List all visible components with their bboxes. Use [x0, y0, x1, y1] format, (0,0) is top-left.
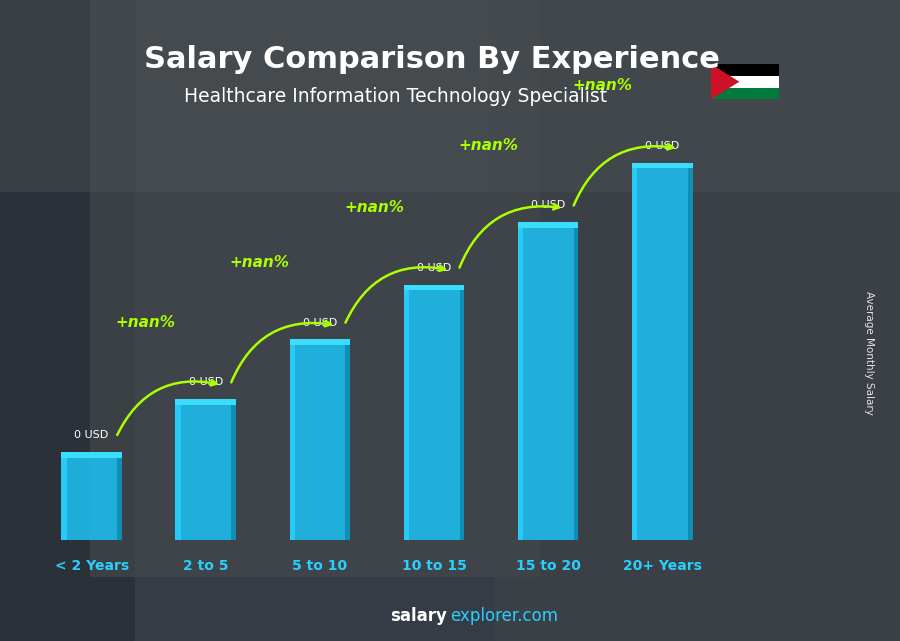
- Text: Average Monthly Salary: Average Monthly Salary: [863, 290, 874, 415]
- Text: Healthcare Information Technology Specialist: Healthcare Information Technology Specia…: [184, 87, 608, 106]
- Bar: [404, 285, 464, 290]
- Text: 0 USD: 0 USD: [189, 378, 223, 387]
- Bar: [290, 340, 350, 345]
- Bar: [404, 285, 409, 540]
- Text: < 2 Years: < 2 Years: [55, 560, 129, 573]
- Bar: [231, 399, 236, 540]
- Text: +nan%: +nan%: [230, 255, 290, 271]
- Bar: [90, 0, 540, 577]
- Text: explorer.com: explorer.com: [450, 607, 558, 625]
- Bar: [632, 163, 693, 169]
- Text: Salary Comparison By Experience: Salary Comparison By Experience: [144, 45, 720, 74]
- Bar: [0, 0, 135, 641]
- Text: 10 to 15: 10 to 15: [401, 560, 466, 573]
- Text: +nan%: +nan%: [458, 138, 518, 153]
- Bar: [711, 76, 778, 88]
- Bar: [176, 399, 181, 540]
- Text: +nan%: +nan%: [116, 315, 176, 330]
- Bar: [117, 452, 122, 540]
- Text: +nan%: +nan%: [572, 78, 633, 94]
- Bar: [0, 0, 900, 192]
- Bar: [61, 452, 122, 458]
- Bar: [688, 163, 693, 540]
- Text: 5 to 10: 5 to 10: [292, 560, 347, 573]
- Bar: [290, 340, 350, 540]
- Polygon shape: [711, 64, 740, 99]
- Bar: [632, 163, 637, 540]
- Bar: [518, 222, 579, 228]
- Text: 0 USD: 0 USD: [75, 430, 109, 440]
- Bar: [176, 399, 236, 540]
- Text: salary: salary: [391, 607, 447, 625]
- Bar: [711, 64, 778, 76]
- Text: 0 USD: 0 USD: [302, 317, 337, 328]
- Bar: [290, 340, 295, 540]
- Bar: [176, 399, 236, 405]
- Text: 0 USD: 0 USD: [417, 263, 451, 272]
- Bar: [61, 452, 67, 540]
- Bar: [574, 222, 579, 540]
- Text: +nan%: +nan%: [344, 200, 404, 215]
- Bar: [460, 285, 464, 540]
- Bar: [711, 88, 778, 99]
- Bar: [346, 340, 350, 540]
- Text: 0 USD: 0 USD: [645, 141, 680, 151]
- Text: 0 USD: 0 USD: [531, 201, 565, 210]
- Bar: [404, 285, 464, 540]
- Bar: [61, 452, 122, 540]
- Text: 20+ Years: 20+ Years: [623, 560, 702, 573]
- Bar: [518, 222, 579, 540]
- Bar: [632, 163, 693, 540]
- Bar: [495, 0, 900, 641]
- Text: 15 to 20: 15 to 20: [516, 560, 580, 573]
- Text: 2 to 5: 2 to 5: [183, 560, 229, 573]
- Bar: [518, 222, 523, 540]
